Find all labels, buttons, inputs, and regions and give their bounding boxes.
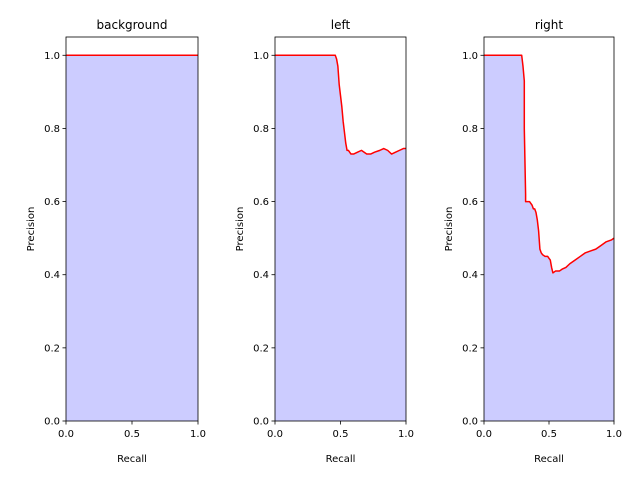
y-tick-label: 0.6	[44, 197, 60, 208]
y-tick-label: 0.6	[462, 197, 478, 208]
y-tick-label: 1.0	[253, 51, 269, 62]
y-axis-label: Precision	[235, 207, 246, 252]
area-fill	[275, 55, 406, 422]
x-axis-label: Recall	[534, 454, 564, 465]
y-tick-label: 0.0	[44, 417, 60, 428]
x-tick-label: 1.0	[190, 429, 206, 440]
chart-title: left	[331, 18, 351, 32]
y-tick-label: 0.4	[462, 270, 478, 281]
x-axis-label: Recall	[117, 454, 147, 465]
y-tick-label: 0.4	[44, 270, 60, 281]
x-tick-label: 0.5	[541, 429, 557, 440]
y-tick-label: 0.8	[462, 124, 478, 135]
y-tick-label: 0.8	[44, 124, 60, 135]
subplot-1: background 0.0 0.5 1.0 0.0 0.2 0.4 0.6 0.8 1.0 Rec…	[26, 18, 206, 465]
pr-curve-line	[484, 54, 615, 274]
y-tick-label: 0.2	[253, 343, 269, 354]
y-tick-label: 0.0	[253, 417, 269, 428]
y-tick-label: 0.2	[44, 343, 60, 354]
x-tick-label: 0.5	[124, 429, 140, 440]
x-tick-label: 1.0	[606, 429, 622, 440]
y-tick-label: 1.0	[462, 51, 478, 62]
chart-title: right	[535, 18, 563, 32]
y-tick-label: 0.4	[253, 270, 269, 281]
x-axis-label: Recall	[326, 454, 356, 465]
area-fill	[484, 55, 614, 422]
x-tick-label: 0.0	[476, 429, 492, 440]
chart-title: background	[97, 18, 168, 32]
y-tick-label: 0.0	[462, 417, 478, 428]
pr-curve-line	[275, 54, 406, 155]
y-axis-label: Precision	[444, 207, 455, 252]
y-axis-label: Precision	[26, 207, 37, 252]
y-tick-label: 1.0	[44, 51, 60, 62]
x-tick-label: 0.0	[58, 429, 74, 440]
y-tick-label: 0.2	[462, 343, 478, 354]
x-tick-label: 0.0	[267, 429, 283, 440]
subplot-2: left 0.0 0.5 1.0 0.0 0.2 0.4 0.6 0.8 1.0 Recall Pre…	[235, 18, 414, 465]
y-tick-label: 0.8	[253, 124, 269, 135]
y-tick-label: 0.6	[253, 197, 269, 208]
x-tick-label: 1.0	[398, 429, 414, 440]
x-tick-label: 0.5	[333, 429, 349, 440]
area-fill	[66, 55, 198, 422]
subplot-3: right 0.0 0.5 1.0 0.0 0.2 0.4 0.6 0.8 1.0 Recall Pr…	[444, 18, 622, 465]
